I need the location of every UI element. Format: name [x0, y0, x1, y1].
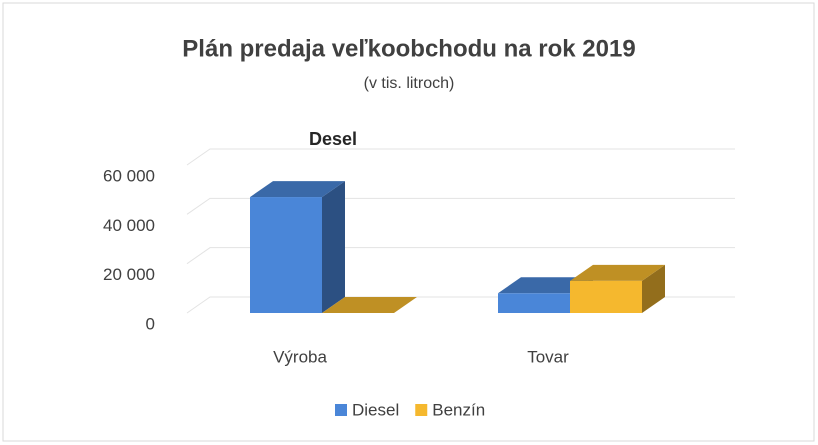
y-tick-label: 60 000 [103, 166, 155, 185]
y-tick-label: 0 [146, 314, 155, 333]
chart-title: Plán predaja veľkoobchodu na rok 2019 [182, 35, 635, 62]
x-tick-label: Tovar [527, 347, 569, 366]
bar-3d [570, 264, 665, 313]
grid-line [186, 197, 735, 215]
y-tick-label: 40 000 [103, 216, 155, 235]
bar [570, 280, 642, 313]
bar-3d [250, 181, 345, 313]
bar-top [498, 277, 593, 294]
bar-3d [322, 297, 417, 313]
bar-top [250, 181, 345, 198]
legend-label: Diesel [352, 400, 399, 419]
bar [250, 197, 322, 313]
legend-label: Benzín [432, 400, 485, 419]
legend-swatch [415, 404, 428, 416]
x-tick-label: Výroba [273, 347, 327, 366]
legend-swatch [335, 404, 347, 416]
grid-line [186, 247, 735, 265]
annotation: Desel [309, 129, 357, 149]
chart-subtitle: (v tis. litroch) [364, 75, 455, 92]
bar-top [322, 297, 417, 313]
bar-top [570, 264, 665, 281]
grid-line [186, 148, 735, 166]
y-tick-label: 20 000 [103, 265, 155, 284]
bar-side [322, 181, 345, 313]
bar-side [642, 264, 665, 313]
bar [498, 293, 570, 313]
